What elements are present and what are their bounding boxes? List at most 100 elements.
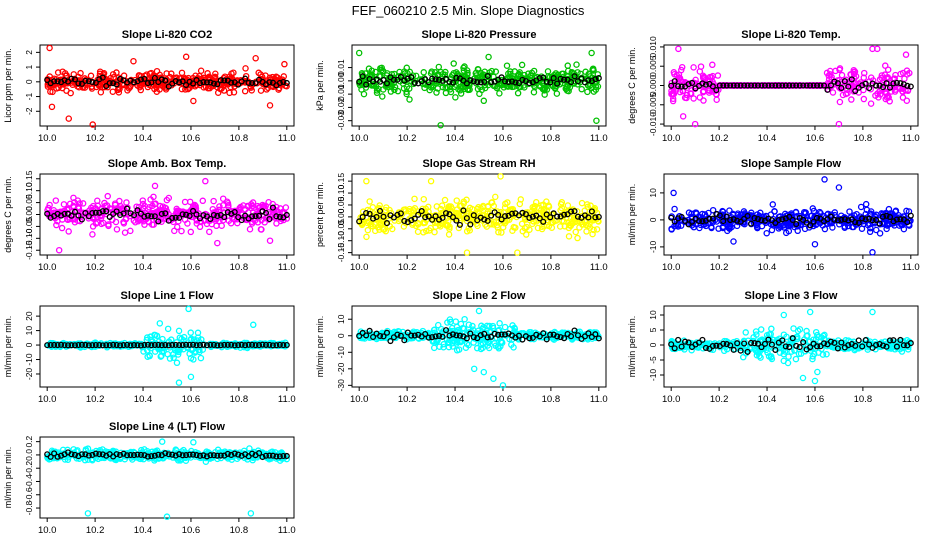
y-tick-label: -0.2 xyxy=(24,461,34,476)
data-point xyxy=(671,70,678,78)
data-point xyxy=(433,89,440,96)
data-point xyxy=(432,333,439,340)
data-point xyxy=(810,218,817,225)
data-point xyxy=(681,94,689,101)
data-point xyxy=(280,342,287,349)
y-tick-label: -0.05 xyxy=(336,219,346,239)
data-point xyxy=(176,342,183,349)
data-point xyxy=(494,208,501,215)
data-point xyxy=(249,79,256,87)
data-point xyxy=(518,61,526,69)
chart-panel: Slope Amb. Box Temp.degrees C per min.10… xyxy=(3,158,296,273)
data-point xyxy=(418,208,425,215)
data-point xyxy=(134,342,141,349)
data-point xyxy=(561,335,568,342)
data-point xyxy=(420,229,427,236)
chart-title: Slope Amb. Box Temp. xyxy=(108,158,227,170)
data-point xyxy=(228,79,235,86)
data-point xyxy=(768,353,775,360)
data-point xyxy=(872,226,880,234)
data-point xyxy=(363,177,370,185)
data-point xyxy=(401,337,408,344)
data-point xyxy=(699,80,706,87)
data-point xyxy=(387,209,395,217)
data-point xyxy=(811,377,819,385)
data-point xyxy=(137,210,145,217)
data-point xyxy=(897,342,904,350)
data-point xyxy=(173,223,181,231)
data-point xyxy=(668,214,675,221)
data-point xyxy=(561,76,568,83)
data-point xyxy=(435,63,443,71)
data-point xyxy=(734,217,741,224)
data-point xyxy=(675,336,682,343)
data-point xyxy=(836,65,844,72)
data-point xyxy=(503,62,511,69)
data-point xyxy=(886,214,894,221)
data-point xyxy=(734,340,741,347)
data-point xyxy=(829,89,837,96)
chart-title: Slope Line 4 (LT) Flow xyxy=(109,421,225,433)
x-tick-label: 10.2 xyxy=(398,394,417,405)
data-point xyxy=(442,210,450,217)
data-point xyxy=(283,79,290,87)
data-point xyxy=(782,343,789,350)
data-point xyxy=(55,246,63,254)
data-point xyxy=(489,324,497,332)
data-point xyxy=(189,207,197,214)
data-point xyxy=(765,336,772,343)
data-point xyxy=(852,80,859,87)
data-point xyxy=(671,205,678,213)
data-point xyxy=(449,214,457,221)
data-point xyxy=(95,78,102,86)
data-point xyxy=(893,343,900,350)
data-point xyxy=(473,344,481,352)
data-point xyxy=(103,208,110,215)
data-point xyxy=(799,374,807,382)
data-point xyxy=(203,79,210,86)
data-point xyxy=(377,220,384,227)
data-point xyxy=(529,213,536,220)
x-tick-label: 10.0 xyxy=(350,394,369,405)
data-point xyxy=(461,63,468,70)
data-point xyxy=(376,208,384,215)
data-point xyxy=(252,342,259,349)
data-point xyxy=(862,216,869,223)
y-tick-label: -0.05 xyxy=(24,216,34,236)
data-point xyxy=(141,72,148,80)
data-point xyxy=(563,83,571,90)
data-point xyxy=(74,197,82,204)
data-point xyxy=(585,214,592,221)
data-point xyxy=(533,73,541,81)
data-point xyxy=(883,225,890,233)
data-point xyxy=(228,341,235,348)
data-point xyxy=(432,76,439,83)
data-point xyxy=(395,73,402,80)
data-point xyxy=(897,216,904,223)
x-tick-label: 11.0 xyxy=(590,133,608,144)
y-tick-label: -30 xyxy=(336,379,346,392)
y-tick-label: -0.010 xyxy=(648,112,658,136)
data-point xyxy=(181,198,189,206)
data-point xyxy=(452,94,459,101)
data-point xyxy=(892,71,899,79)
data-point xyxy=(237,203,244,211)
data-point xyxy=(221,341,228,348)
data-point xyxy=(429,75,436,82)
y-tick-label: -20 xyxy=(336,362,346,375)
data-point xyxy=(44,206,51,214)
data-point xyxy=(508,210,516,217)
y-tick-label: 0.010 xyxy=(648,36,658,58)
data-point xyxy=(793,82,800,89)
figure-title: FEF_060210 2.5 Min. Slope Diagnostics xyxy=(351,3,585,18)
data-point xyxy=(164,325,172,333)
data-point xyxy=(449,79,457,86)
data-point xyxy=(189,80,197,87)
data-point xyxy=(379,93,386,100)
y-tick-label: 1 xyxy=(24,64,34,69)
y-tick-label: -10 xyxy=(648,240,658,253)
data-point xyxy=(886,84,894,91)
x-tick-label: 10.2 xyxy=(86,525,105,536)
data-point xyxy=(800,82,807,89)
data-point xyxy=(457,338,464,346)
